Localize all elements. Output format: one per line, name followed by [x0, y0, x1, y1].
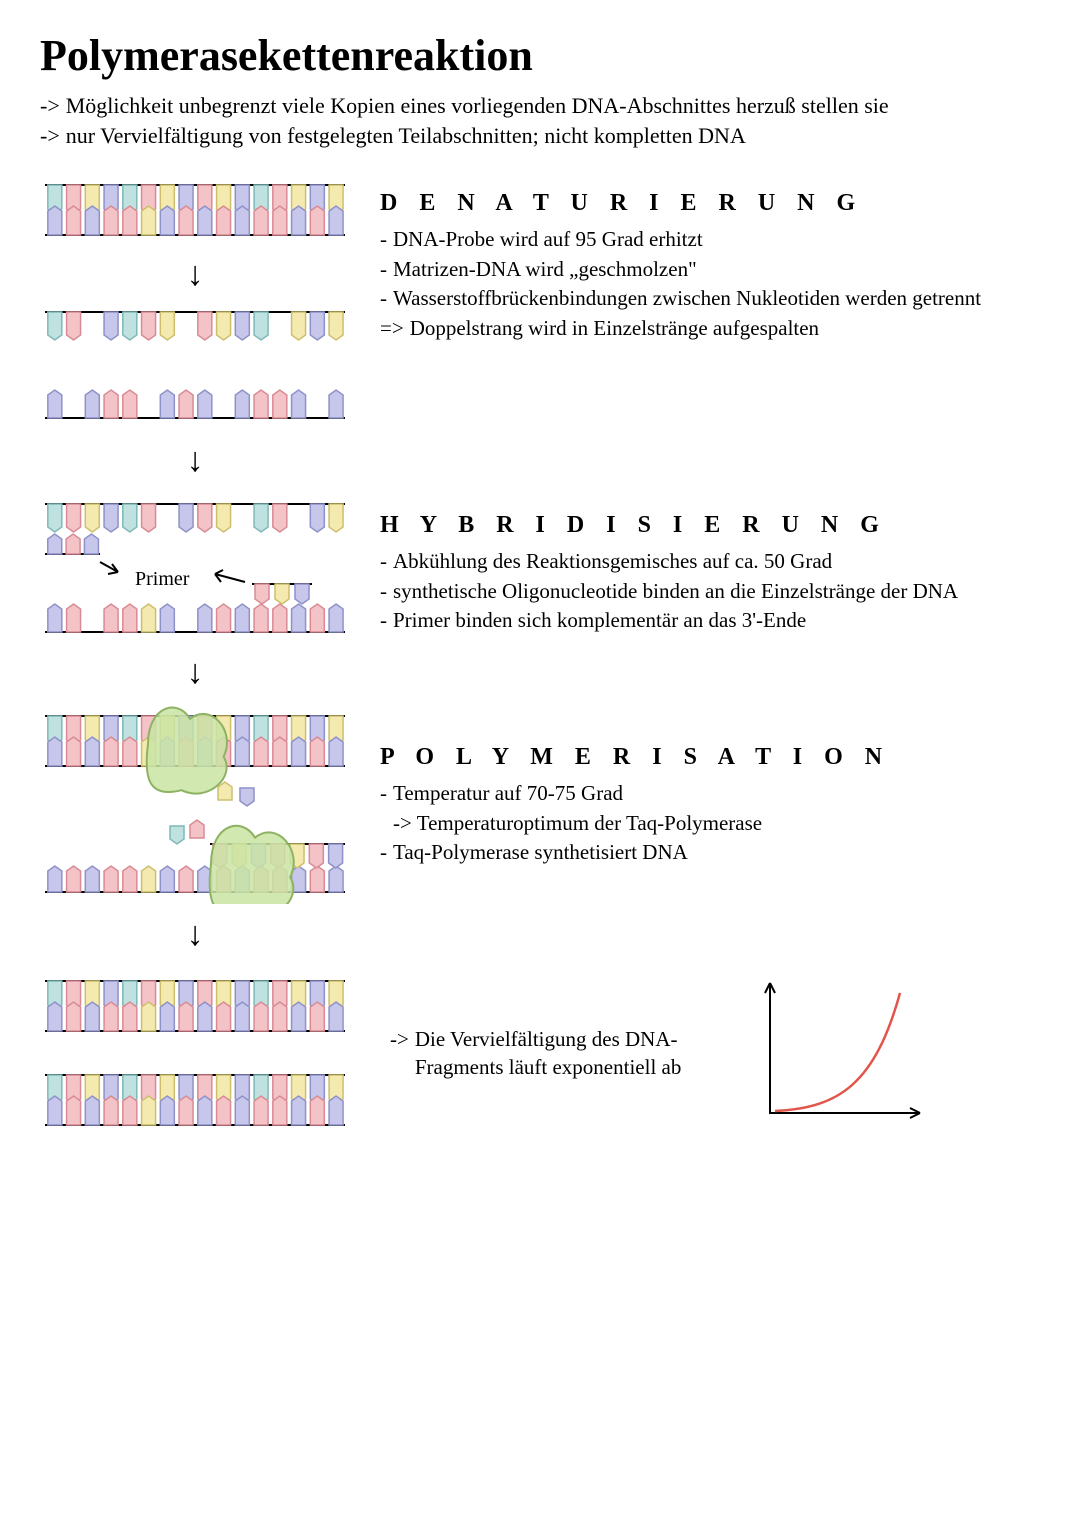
dna-result-2	[40, 1060, 350, 1140]
dna-with-polymerase	[40, 704, 350, 904]
denat-p2: Matrizen-DNA wird „geschmolzen"	[393, 255, 697, 284]
poly-p2: Taq-Polymerase synthetisiert DNA	[393, 838, 688, 867]
stage-title-hybridisation: H Y B R I D I S I E R U N G	[380, 512, 1040, 539]
denat-p3: Wasserstoffbrückenbindungen zwischen Nuk…	[393, 284, 981, 313]
dna-separated-strands	[40, 300, 350, 430]
stage-points-polymerisation: -Temperatur auf 70-75 Grad --> Temperatu…	[380, 779, 1040, 867]
intro-line-1: Möglichkeit unbegrenzt viele Kopien eine…	[66, 91, 889, 121]
exponential-growth-chart	[750, 973, 930, 1133]
denat-p1: DNA-Probe wird auf 95 Grad erhitzt	[393, 225, 703, 254]
intro-arrow-1: ->	[40, 91, 66, 121]
arrow-down-icon: ↓	[187, 444, 204, 478]
final-arrow: ->	[390, 1025, 415, 1082]
arrow-down-icon: ↓	[187, 918, 204, 952]
denat-p4: Doppelstrang wird in Einzelstränge aufge…	[410, 314, 819, 343]
hybrid-p1: Abkühlung des Reaktionsgemisches auf ca.…	[393, 547, 832, 576]
dna-result-1	[40, 966, 350, 1046]
dna-with-primers	[40, 492, 350, 642]
poly-p1b: -> Temperaturoptimum der Taq-Polymerase	[393, 809, 762, 838]
page-title: Polymerasekettenreaktion	[40, 30, 1040, 81]
stage-title-polymerisation: P O L Y M E R I S A T I O N	[380, 744, 1040, 771]
stage-title-denaturation: D E N A T U R I E R U N G	[380, 190, 1040, 217]
stage-points-hybridisation: -Abkühlung des Reaktionsgemisches auf ca…	[380, 547, 1040, 635]
hybrid-p3: Primer binden sich komplementär an das 3…	[393, 606, 806, 635]
intro-line-2: nur Vervielfältigung von festgelegten Te…	[66, 121, 746, 151]
intro-arrow-2: ->	[40, 121, 66, 151]
intro-block: -> Möglichkeit unbegrenzt viele Kopien e…	[40, 91, 1040, 150]
hybrid-p2: synthetische Oligonucleotide binden an d…	[393, 577, 958, 606]
stage-points-denaturation: -DNA-Probe wird auf 95 Grad erhitzt -Mat…	[380, 225, 1040, 343]
primer-label: Primer	[135, 568, 189, 591]
dna-double-strand	[40, 170, 350, 250]
poly-p1: Temperatur auf 70-75 Grad	[393, 779, 623, 808]
final-text: Die Vervielfältigung des DNA-Fragments l…	[415, 1025, 710, 1082]
arrow-down-icon: ↓	[187, 258, 204, 292]
arrow-down-icon: ↓	[187, 656, 204, 690]
